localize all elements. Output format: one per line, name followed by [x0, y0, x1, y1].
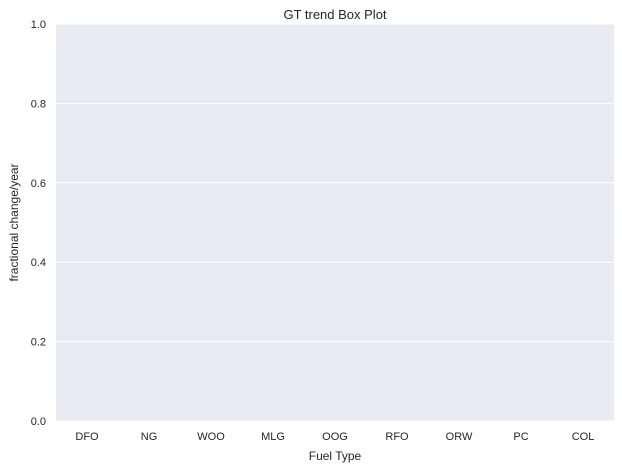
- x-tick-label: PC: [513, 431, 528, 443]
- x-tick-label: NG: [141, 431, 158, 443]
- y-tick-label: 0.4: [31, 257, 46, 269]
- x-tick-label: MLG: [261, 431, 285, 443]
- y-tick-label: 0.8: [31, 98, 46, 110]
- x-tick-label: ORW: [446, 431, 473, 443]
- x-tick-label: COL: [572, 431, 595, 443]
- x-tick-label: OOG: [322, 431, 348, 443]
- y-tick-label: 0.2: [31, 337, 46, 349]
- x-tick-label: DFO: [75, 431, 99, 443]
- x-tick-label: WOO: [197, 431, 225, 443]
- plot-area: [56, 24, 614, 421]
- y-tick-label: 0.0: [31, 416, 46, 428]
- y-tick-label: 0.6: [31, 178, 46, 190]
- x-axis-label: Fuel Type: [309, 449, 362, 463]
- x-tick-label: RFO: [385, 431, 409, 443]
- y-tick-label: 1.0: [31, 19, 46, 31]
- y-axis-label: fractional change/year: [7, 163, 21, 281]
- chart-title: GT trend Box Plot: [283, 7, 386, 22]
- y-axis-ticks: 0.0 0.2 0.4 0.6 0.8 1.0: [31, 19, 46, 428]
- grid-lines: [56, 23, 614, 422]
- x-axis-ticks: DFO NG WOO MLG OOG RFO ORW PC COL: [75, 431, 594, 443]
